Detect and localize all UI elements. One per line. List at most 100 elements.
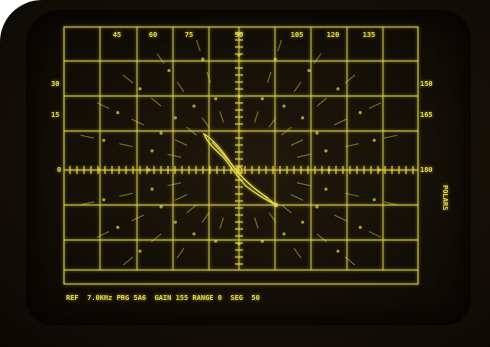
polar-ray-dash [334, 214, 347, 222]
polar-ray-dash [383, 134, 398, 139]
polar-ray-dot [327, 168, 331, 172]
polar-ray-dash [176, 247, 185, 259]
polar-ray-dash [167, 182, 182, 187]
polar-ray-dash [334, 118, 347, 126]
top-label-105: 105 [291, 31, 304, 39]
polar-ray-dash [293, 81, 302, 93]
polar-ray-dash [345, 192, 359, 197]
polar-ray-dot [102, 138, 106, 142]
polar-ray-dot [102, 198, 106, 202]
polar-ray-dash [368, 102, 382, 110]
polar-ray-dot [192, 104, 196, 108]
polar-ray-dash [80, 134, 95, 139]
top-label-75: 75 [185, 31, 193, 39]
polar-ray-dash [219, 111, 225, 123]
polar-ray-dot [237, 94, 241, 98]
left-label-0: 0 [57, 166, 61, 174]
scope-tick-marks [69, 32, 414, 265]
polar-ray-dot [192, 232, 196, 236]
top-label-135: 135 [363, 31, 376, 39]
polar-ray-dot [372, 198, 376, 202]
polar-ray-dot [324, 187, 328, 191]
status-line: REF 7.0KHz PRG 5A6 GAIN 155 RANGE 0 SEG … [66, 294, 260, 302]
polar-ray-dash [186, 204, 197, 214]
polar-ray-dot [138, 249, 142, 253]
polar-ray-dot [273, 57, 277, 61]
polar-ray-dot [377, 168, 381, 172]
polar-ray-dash [266, 71, 272, 84]
polar-ray-dash [281, 204, 292, 214]
left-label-15: 15 [51, 111, 59, 119]
top-label-45: 45 [113, 31, 121, 39]
polar-ray-dash [119, 143, 133, 148]
polar-ray-dash [119, 192, 133, 197]
trace-endpoint [274, 203, 278, 207]
polar-ray-dot [167, 68, 171, 73]
polar-ray-dash [316, 233, 328, 243]
polar-ray-dash [268, 117, 277, 128]
polar-ray-dash [167, 153, 182, 158]
polar-ray-dash [150, 233, 162, 243]
polar-ray-dot [116, 111, 120, 115]
polar-ray-dash [201, 117, 210, 128]
polar-ray-dot [260, 239, 264, 243]
polar-ray-dash [96, 102, 110, 110]
polar-ray-dash [122, 74, 134, 84]
polar-ray-dash [122, 256, 134, 266]
polar-ray-dash [219, 217, 225, 229]
polar-ray-dash [316, 97, 328, 107]
polar-ray-dot [358, 111, 362, 115]
polar-ray-dash [131, 118, 144, 126]
center-crosshair-icon [235, 166, 243, 174]
polar-ray-dash [344, 256, 356, 266]
polar-ray-dash [195, 39, 201, 52]
polar-ray-dot [138, 87, 142, 91]
polar-ray-dot [201, 57, 205, 61]
polar-ray-dash [156, 53, 165, 64]
polar-ray-dot [282, 232, 286, 236]
polar-ray-dot [173, 220, 177, 224]
polar-ray-dash [344, 74, 356, 84]
polar-ray-dot [260, 97, 264, 101]
polar-ray-dot [336, 249, 340, 253]
polar-ray-dot [150, 187, 154, 191]
polar-ray-dash [174, 194, 188, 201]
polar-ray-dash [290, 194, 304, 201]
polar-ray-dash [96, 230, 110, 238]
polar-ray-dash [296, 182, 311, 187]
scope-grid [63, 26, 419, 285]
polar-ray-dot [358, 225, 362, 229]
polar-ray-dash [296, 153, 311, 158]
polar-ray-dot [97, 168, 101, 172]
polar-ray-dash [186, 126, 197, 136]
grid-border [63, 26, 419, 285]
polar-ray-dash [345, 143, 359, 148]
polar-ray-dot [150, 149, 154, 153]
top-label-60: 60 [149, 31, 157, 39]
left-label-30: 30 [51, 80, 59, 88]
polar-ray-dot [159, 205, 163, 209]
polar-ray-dash [174, 139, 188, 146]
polar-ray-dash [253, 217, 259, 229]
polar-ray-dash [150, 97, 162, 107]
polar-ray-dash [368, 230, 382, 238]
polar-ray-dot [307, 68, 311, 73]
polar-ray-dot [315, 205, 319, 209]
polar-ray-dot [301, 220, 305, 224]
polar-ray-markers [75, 35, 403, 266]
polar-ray-dash [293, 247, 302, 259]
right-label-150: 150 [420, 80, 433, 88]
polar-ray-dash [131, 214, 144, 222]
polar-ray-dot [315, 131, 319, 135]
polar-ray-dash [281, 126, 292, 136]
polar-ray-dot [147, 168, 151, 172]
polar-ray-dot [301, 116, 305, 120]
polar-ray-dash [206, 71, 212, 84]
polar-ray-dash [290, 139, 304, 146]
polar-ray-dot [336, 87, 340, 91]
top-label-120: 120 [327, 31, 340, 39]
polar-ray-dot [159, 131, 163, 135]
polar-ray-dash [383, 201, 398, 206]
